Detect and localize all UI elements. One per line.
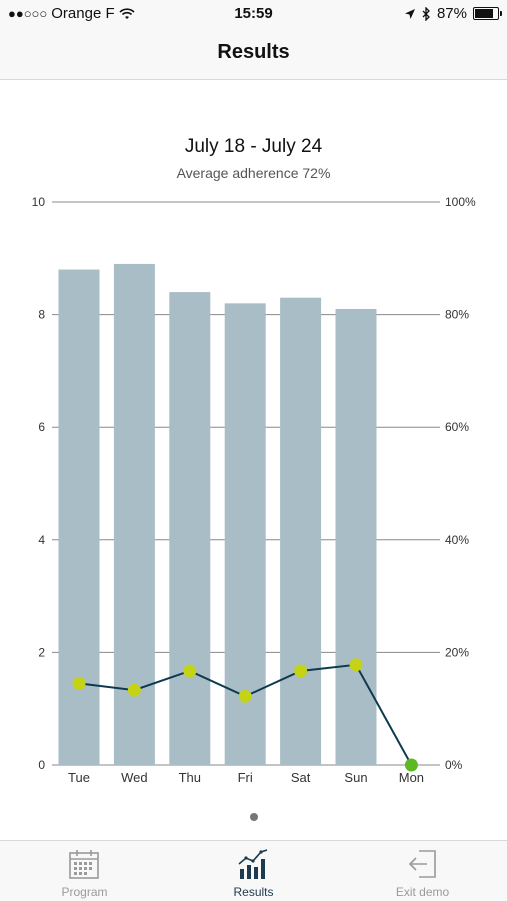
line-point bbox=[349, 658, 363, 672]
y-right-tick-label: 20% bbox=[445, 645, 469, 659]
line-point bbox=[294, 664, 308, 678]
tab-results-label: Results bbox=[233, 885, 274, 899]
line-point bbox=[127, 683, 141, 697]
line-point bbox=[404, 758, 418, 772]
chart-subtitle: Average adherence 72% bbox=[176, 165, 331, 181]
page-indicator-dot bbox=[250, 813, 258, 821]
x-tick-label: Tue bbox=[68, 770, 90, 785]
y-left-tick-label: 8 bbox=[38, 308, 45, 322]
bar-chart-icon bbox=[238, 849, 268, 879]
y-right-tick-label: 60% bbox=[445, 420, 469, 434]
x-tick-label: Sat bbox=[291, 770, 311, 785]
y-right-tick-label: 100% bbox=[445, 195, 476, 209]
x-tick-label: Wed bbox=[121, 770, 148, 785]
tab-program[interactable]: Program bbox=[0, 841, 169, 901]
bar bbox=[169, 292, 211, 765]
status-time: 15:59 bbox=[234, 5, 273, 22]
navigation-bar: Results bbox=[0, 28, 507, 80]
y-right-tick-label: 40% bbox=[445, 533, 469, 547]
chart-title: July 18 - July 24 bbox=[184, 136, 323, 157]
status-right: 87% bbox=[404, 5, 502, 22]
tab-exit-demo[interactable]: Exit demo bbox=[338, 841, 507, 901]
bar bbox=[224, 303, 266, 765]
x-tick-label: Sun bbox=[344, 770, 367, 785]
y-right-tick-label: 80% bbox=[445, 308, 469, 322]
calendar-icon bbox=[69, 850, 99, 879]
adherence-chart[interactable]: 0 0% 2 20% 4 40% 6 60% 8 80% 10 100% Tue Wed Thu Fri Sat… bbox=[0, 190, 507, 800]
x-tick-label: Fri bbox=[238, 770, 253, 785]
tab-results[interactable]: Results bbox=[169, 841, 338, 901]
line-point bbox=[238, 689, 252, 703]
bluetooth-icon bbox=[422, 6, 430, 21]
bar bbox=[58, 269, 100, 765]
page-title: Results bbox=[217, 41, 290, 63]
y-left-tick-label: 10 bbox=[32, 195, 46, 209]
x-tick-label: Thu bbox=[179, 770, 201, 785]
carrier-name: Orange F bbox=[51, 5, 115, 22]
wifi-icon bbox=[119, 7, 135, 19]
bar bbox=[280, 297, 322, 765]
line-point bbox=[183, 664, 197, 678]
y-left-tick-label: 6 bbox=[38, 420, 45, 434]
carrier-info: ●●○○○ Orange F bbox=[8, 5, 135, 22]
x-tick-label: Mon bbox=[399, 770, 424, 785]
tab-program-label: Program bbox=[61, 885, 108, 899]
signal-strength-icon: ●●○○○ bbox=[8, 6, 48, 21]
y-right-tick-label: 0% bbox=[445, 758, 463, 772]
location-arrow-icon bbox=[404, 8, 415, 19]
y-left-tick-label: 2 bbox=[38, 645, 45, 659]
y-left-tick-label: 4 bbox=[38, 533, 45, 547]
tab-exit-demo-label: Exit demo bbox=[395, 885, 450, 899]
battery-icon bbox=[473, 7, 502, 20]
tab-bar: Program Results Exit demo bbox=[0, 840, 507, 901]
status-bar: ●●○○○ Orange F 15:59 87% bbox=[0, 0, 507, 28]
battery-percent: 87% bbox=[436, 5, 467, 22]
y-left-tick-label: 0 bbox=[38, 758, 45, 772]
exit-icon bbox=[408, 850, 436, 878]
bar bbox=[335, 308, 377, 765]
line-point bbox=[72, 676, 86, 690]
bar bbox=[113, 263, 155, 765]
